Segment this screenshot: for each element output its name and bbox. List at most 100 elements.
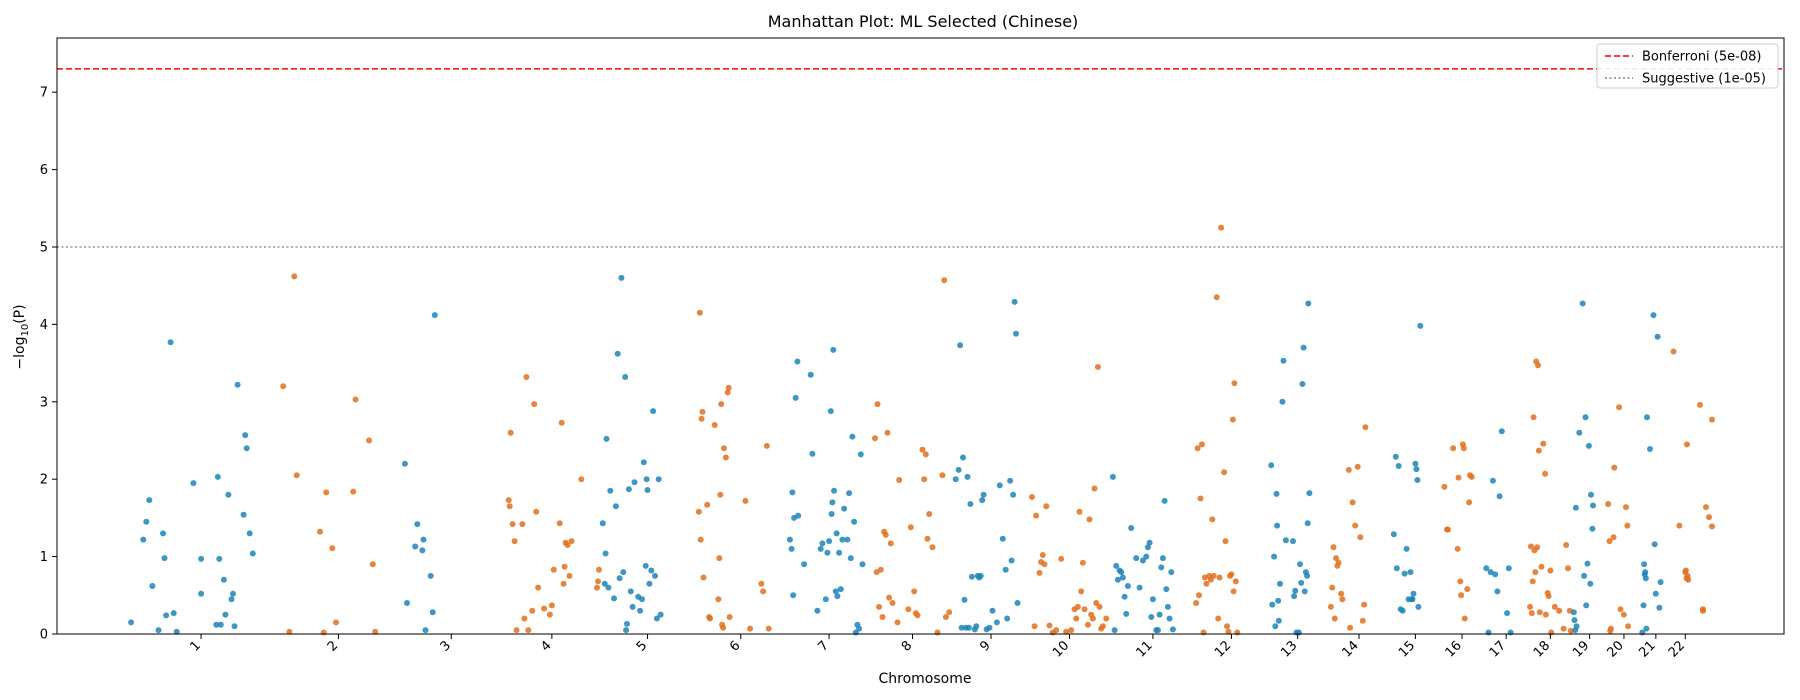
snp-point-chr9 bbox=[986, 624, 993, 631]
snp-point-chr2 bbox=[280, 383, 287, 390]
snp-point-chr9 bbox=[957, 342, 964, 349]
snp-point-chr8 bbox=[922, 451, 929, 458]
snp-point-chr9 bbox=[964, 473, 971, 480]
snp-point-chr20 bbox=[1620, 611, 1627, 618]
snp-point-chr8 bbox=[946, 609, 953, 616]
snp-point-chr10 bbox=[1093, 600, 1100, 606]
snp-point-chr11 bbox=[1148, 614, 1155, 620]
snp-point-chr11 bbox=[1118, 569, 1125, 576]
snp-point-chr18 bbox=[1540, 440, 1547, 447]
snp-point-chr19 bbox=[1589, 525, 1596, 532]
snp-point-chr4 bbox=[513, 627, 520, 634]
snp-point-chr6 bbox=[718, 401, 725, 408]
snp-point-chr1 bbox=[143, 518, 150, 525]
snp-point-chr8 bbox=[887, 540, 894, 547]
snp-point-chr13 bbox=[1298, 579, 1305, 586]
snp-point-chr6 bbox=[726, 614, 733, 620]
x-tick-label: 2 bbox=[325, 638, 341, 654]
snp-point-chr1 bbox=[234, 381, 241, 388]
snp-point-chr14 bbox=[1338, 590, 1345, 597]
x-tick-label: 7 bbox=[815, 638, 831, 654]
snp-point-chr14 bbox=[1329, 584, 1336, 591]
snp-point-chr12 bbox=[1230, 588, 1237, 595]
snp-point-chr15 bbox=[1393, 565, 1400, 572]
snp-point-chr14 bbox=[1361, 601, 1368, 608]
snp-point-chr11 bbox=[1154, 627, 1161, 634]
snp-point-chr13 bbox=[1272, 623, 1279, 630]
snp-point-chr13 bbox=[1297, 561, 1303, 568]
snp-point-chr4 bbox=[595, 578, 601, 585]
snp-point-chr6 bbox=[704, 501, 711, 508]
snp-point-chr20 bbox=[1625, 623, 1632, 630]
snp-point-chr10 bbox=[1096, 603, 1103, 610]
snp-point-chr8 bbox=[905, 606, 912, 613]
snp-point-chr8 bbox=[876, 603, 883, 610]
snp-point-chr4 bbox=[594, 584, 600, 591]
snp-point-chr9 bbox=[996, 482, 1003, 489]
snp-point-chr9 bbox=[960, 454, 966, 461]
snp-point-chr13 bbox=[1300, 344, 1307, 351]
snp-point-chr5 bbox=[612, 503, 619, 510]
x-tick-label: 15 bbox=[1396, 638, 1418, 660]
snp-point-chr6 bbox=[724, 389, 731, 396]
snp-point-chr5 bbox=[648, 567, 655, 574]
y-tick-label: 4 bbox=[40, 318, 48, 333]
snp-point-chr7 bbox=[859, 561, 866, 568]
snp-point-chr1 bbox=[217, 621, 224, 628]
snp-point-chr19 bbox=[1583, 602, 1590, 609]
snp-point-chr11 bbox=[1121, 593, 1128, 600]
snp-point-chr10 bbox=[1041, 561, 1048, 568]
snp-point-chr8 bbox=[914, 612, 921, 619]
snp-point-chr9 bbox=[961, 596, 968, 603]
snp-point-chr2 bbox=[369, 561, 376, 568]
snp-point-chr11 bbox=[1124, 583, 1131, 589]
snp-point-chr8 bbox=[877, 566, 884, 573]
snp-point-chr20 bbox=[1605, 501, 1612, 507]
snp-point-chr18 bbox=[1534, 544, 1541, 551]
snp-point-chr6 bbox=[765, 625, 772, 632]
snp-point-chr1 bbox=[228, 596, 235, 603]
snp-point-chr5 bbox=[599, 520, 606, 527]
snp-point-chr10 bbox=[1081, 606, 1088, 613]
snp-point-chr6 bbox=[716, 555, 723, 562]
snp-point-chr5 bbox=[640, 459, 647, 466]
snp-point-chr7 bbox=[844, 536, 851, 543]
snp-point-chr18 bbox=[1567, 627, 1574, 634]
snp-point-chr12 bbox=[1215, 615, 1222, 622]
snp-point-chr2 bbox=[372, 628, 379, 635]
snp-point-chr4 bbox=[558, 419, 565, 426]
snp-point-chr21 bbox=[1642, 569, 1649, 576]
snp-point-chr21 bbox=[1642, 575, 1649, 582]
snp-point-chr8 bbox=[882, 531, 889, 538]
snp-point-chr16 bbox=[1450, 445, 1457, 452]
x-tick-label: 6 bbox=[727, 638, 743, 654]
snp-point-chr20 bbox=[1616, 404, 1623, 411]
snp-point-chr5 bbox=[602, 550, 609, 557]
snp-point-chr2 bbox=[350, 488, 357, 495]
snp-point-chr19 bbox=[1588, 491, 1594, 498]
snp-point-chr15 bbox=[1413, 466, 1420, 473]
snp-point-chr15 bbox=[1392, 453, 1399, 460]
snp-point-chr2 bbox=[317, 528, 323, 535]
snp-point-chr5 bbox=[601, 580, 608, 587]
snp-point-chr1 bbox=[163, 612, 170, 619]
snp-point-chr13 bbox=[1269, 601, 1276, 608]
snp-point-chr7 bbox=[831, 487, 838, 494]
snp-point-chr9 bbox=[1002, 566, 1009, 573]
snp-point-chr11 bbox=[1164, 603, 1171, 610]
plot-frame bbox=[56, 37, 1785, 635]
snp-point-chr7 bbox=[819, 540, 826, 547]
snp-point-chr9 bbox=[1013, 330, 1019, 337]
snp-point-chr9 bbox=[1010, 491, 1017, 498]
snp-point-chr2 bbox=[291, 273, 298, 280]
snp-point-chr12 bbox=[1196, 592, 1202, 599]
snp-point-chr7 bbox=[792, 394, 799, 401]
x-axis-title: Chromosome bbox=[879, 671, 972, 687]
snp-point-chr18 bbox=[1548, 629, 1555, 636]
snp-point-chr12 bbox=[1234, 629, 1241, 636]
legend-box bbox=[1596, 43, 1779, 89]
snp-point-chr5 bbox=[625, 486, 632, 493]
snp-point-chr19 bbox=[1582, 414, 1589, 421]
snp-point-chr4 bbox=[560, 580, 567, 587]
snp-point-chr14 bbox=[1330, 544, 1337, 551]
